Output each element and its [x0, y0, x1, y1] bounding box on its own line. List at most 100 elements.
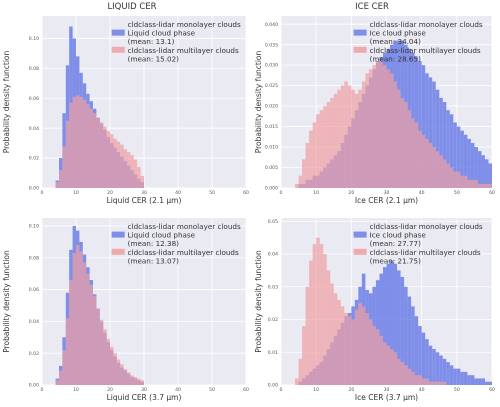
bar [460, 371, 464, 385]
chart-top-left: 0 10 20 30 40 50 60 0.00 0.02 0.04 0.06 0.08 0.10 Liq… [2, 16, 249, 205]
bar [463, 134, 468, 188]
x-tick-label: 40 [419, 387, 425, 393]
bar [316, 237, 320, 385]
series-top-right-multilayer [295, 61, 492, 188]
x-tick-label: 20 [348, 387, 354, 393]
legend-text: (mean: 12.38) [128, 239, 179, 248]
bar [400, 276, 405, 385]
bar [130, 155, 134, 188]
bar [432, 348, 436, 385]
legend-text: (mean: 13.1) [128, 37, 175, 46]
bar [386, 263, 391, 385]
x-tick-label: 30 [141, 190, 147, 196]
bar [456, 368, 461, 385]
bar [407, 368, 412, 385]
bar [432, 381, 436, 385]
y-axis-label: Probability density function [2, 250, 11, 353]
legend-text: Liquid cloud phase [128, 29, 196, 38]
x-tick-label: 0 [280, 387, 283, 393]
bar [397, 358, 401, 385]
y-tick-label: 0.06 [29, 96, 39, 102]
bar [361, 306, 366, 385]
bar [421, 378, 426, 385]
bar [82, 262, 87, 385]
x-tick-label: 30 [141, 387, 147, 393]
bar [481, 378, 485, 385]
bar [133, 377, 138, 385]
bar [55, 182, 59, 188]
x-tick-label: 10 [313, 190, 319, 196]
legend-text: (mean: 21.75) [370, 256, 421, 265]
bar [411, 306, 415, 385]
bar [326, 102, 331, 188]
legend-text: cldclass-lidar monolayer clouds [128, 20, 241, 29]
bar [62, 350, 66, 385]
legend-swatch [353, 29, 367, 36]
x-tick-label: 40 [419, 190, 425, 196]
x-tick-label: 50 [454, 190, 460, 196]
y-tick-label: 0.01 [268, 350, 278, 356]
legend-text: (mean: 13.07) [128, 256, 179, 265]
bar [407, 296, 412, 385]
y-tick-label: 0.00 [29, 383, 39, 389]
bar [309, 130, 313, 188]
y-tick-label: 0.00 [268, 383, 278, 389]
bar [442, 159, 447, 188]
bar [133, 159, 138, 188]
bar [432, 147, 436, 188]
legend-text: Ice cloud phase [370, 231, 427, 240]
bar [382, 267, 387, 385]
bar [418, 375, 422, 385]
bar [442, 102, 447, 188]
bar [446, 110, 450, 188]
bar [323, 106, 327, 188]
bar [488, 381, 492, 385]
legend-swatch [353, 46, 367, 53]
bar [302, 159, 306, 188]
bar [467, 375, 471, 385]
bar [110, 134, 114, 188]
bar [305, 142, 310, 188]
bar [93, 295, 97, 385]
x-tick-label: 0 [41, 387, 44, 393]
bar [337, 299, 341, 385]
y-tick-label: 0.03 [268, 284, 278, 290]
column-title-liquid: LIQUID CER [107, 2, 156, 12]
bar [404, 286, 408, 385]
bar [79, 96, 83, 188]
x-tick-label: 20 [107, 190, 113, 196]
bar [386, 345, 391, 385]
bar [358, 303, 362, 385]
y-axis-label: Probability density function [2, 50, 11, 153]
legend-text: (mean: 15.02) [128, 54, 179, 63]
bar [474, 378, 478, 385]
x-tick-label: 40 [175, 190, 181, 196]
bar [453, 122, 457, 188]
bar [484, 183, 489, 188]
bar [425, 138, 429, 188]
y-tick-label: 0.040 [265, 22, 278, 28]
bar [484, 159, 489, 188]
bar [393, 81, 398, 188]
bar [379, 335, 383, 385]
legend-text: (mean: 27.77) [370, 239, 421, 248]
bar [365, 312, 369, 385]
bar [365, 73, 369, 188]
bar [330, 97, 334, 188]
y-tick-label: 0.10 [29, 224, 39, 230]
bar [123, 369, 127, 385]
x-tick-label: 10 [313, 387, 319, 393]
bar [344, 81, 348, 188]
y-tick-label: 0.010 [265, 145, 278, 151]
bar [460, 175, 464, 188]
bar [103, 126, 107, 188]
y-tick-label: 0.000 [265, 186, 278, 192]
bar [488, 163, 492, 188]
bar [316, 114, 320, 188]
y-tick-label: 0.10 [29, 36, 39, 42]
bar [435, 151, 440, 188]
bar [386, 69, 391, 188]
x-tick-label: 50 [209, 387, 215, 393]
